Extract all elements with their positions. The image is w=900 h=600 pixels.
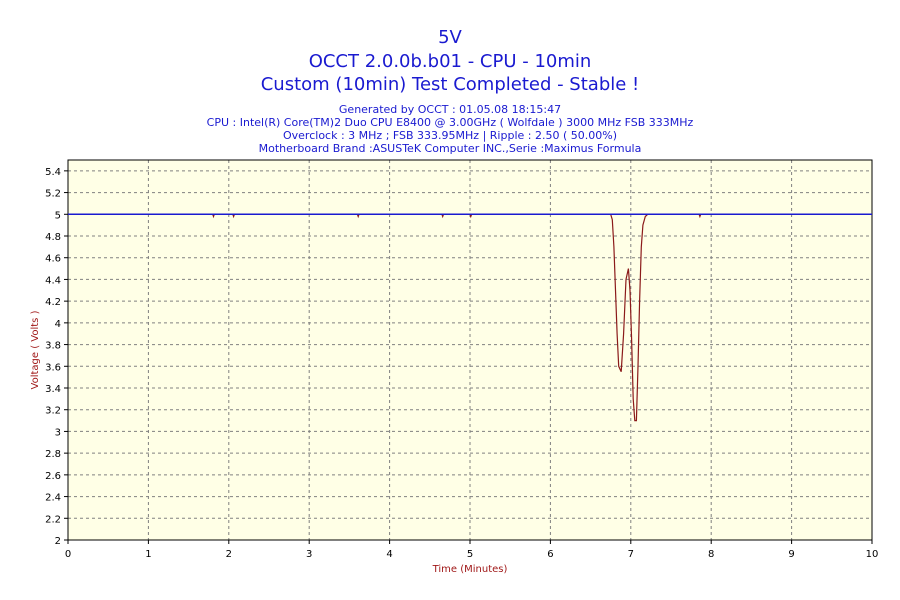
x-tick-label: 3 xyxy=(306,549,312,560)
y-tick-label: 4.4 xyxy=(45,275,61,286)
y-tick-label: 3.8 xyxy=(45,341,61,352)
y-tick-label: 3.2 xyxy=(45,406,61,417)
x-tick-label: 4 xyxy=(386,549,392,560)
chart-subtitle-status: Custom (10min) Test Completed - Stable ! xyxy=(260,74,640,95)
y-tick-label: 3.6 xyxy=(45,362,61,373)
y-tick-label: 5.2 xyxy=(45,189,61,200)
y-axis-label: Voltage ( Volts ) xyxy=(30,310,41,389)
x-tick-label: 7 xyxy=(628,549,634,560)
y-tick-label: 3.4 xyxy=(45,384,61,395)
plot-area xyxy=(68,160,872,540)
y-tick-label: 2.6 xyxy=(45,471,61,482)
info-motherboard: Motherboard Brand :ASUSTeK Computer INC.… xyxy=(258,142,642,155)
y-tick-label: 2.8 xyxy=(45,449,61,460)
x-axis-label: Time (Minutes) xyxy=(432,564,508,575)
x-tick-label: 8 xyxy=(708,549,714,560)
y-tick-label: 2.2 xyxy=(45,514,61,525)
y-tick-label: 2 xyxy=(55,536,61,547)
info-cpu: CPU : Intel(R) Core(TM)2 Duo CPU E8400 @… xyxy=(206,116,694,129)
chart-subtitle-test: OCCT 2.0.0b.b01 - CPU - 10min xyxy=(308,51,592,72)
info-generated: Generated by OCCT : 01.05.08 18:15:47 xyxy=(338,103,562,116)
y-tick-label: 2.4 xyxy=(45,493,61,504)
y-tick-label: 5.4 xyxy=(45,167,61,178)
x-tick-label: 10 xyxy=(866,549,879,560)
plot-border xyxy=(67,159,873,541)
y-tick-label: 4 xyxy=(55,319,61,330)
y-tick-label: 4.2 xyxy=(45,297,61,308)
x-tick-label: 6 xyxy=(547,549,553,560)
x-tick-label: 2 xyxy=(226,549,232,560)
y-tick-label: 5 xyxy=(55,210,61,221)
x-tick-label: 1 xyxy=(145,549,151,560)
y-tick-label: 4.6 xyxy=(45,254,61,265)
y-tick-label: 4.8 xyxy=(45,232,61,243)
x-tick-label: 0 xyxy=(65,549,71,560)
y-tick-label: 3 xyxy=(55,427,61,438)
x-tick-label: 5 xyxy=(467,549,473,560)
x-tick-label: 9 xyxy=(788,549,794,560)
chart-title: 5V xyxy=(438,27,462,48)
info-overclock: Overclock : 3 MHz ; FSB 333.95MHz | Ripp… xyxy=(283,129,617,142)
